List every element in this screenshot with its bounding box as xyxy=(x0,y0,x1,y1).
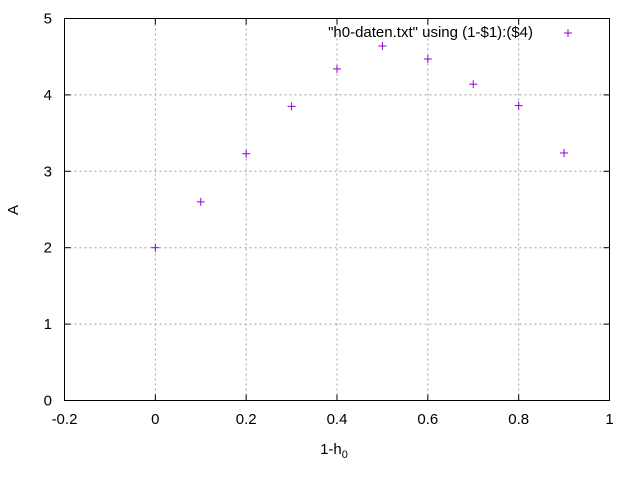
data-points xyxy=(151,42,569,252)
y-tick-label: 3 xyxy=(44,163,52,180)
x-tick-label: 0.6 xyxy=(417,411,438,428)
data-point xyxy=(196,197,205,206)
data-point xyxy=(333,64,341,73)
y-axis-label: A xyxy=(5,205,22,215)
grid xyxy=(64,18,610,401)
x-tick-label: 0.2 xyxy=(236,411,257,428)
y-tick-label: 1 xyxy=(44,316,52,333)
data-point xyxy=(560,148,569,157)
y-tick-label: 5 xyxy=(44,11,52,28)
data-point xyxy=(378,42,387,51)
y-tick-label: 2 xyxy=(44,240,52,257)
x-tick-label: 1 xyxy=(605,411,613,428)
y-tick-label: 0 xyxy=(44,393,52,410)
x-tick-label: -0.2 xyxy=(52,411,78,428)
legend-label: "h0-daten.txt" using (1-$1):($4) xyxy=(328,24,533,41)
x-tick-label: 0.4 xyxy=(327,411,348,428)
legend-marker xyxy=(564,29,572,37)
x-tick-label: 0.8 xyxy=(508,411,529,428)
x-tick-label: 0 xyxy=(151,411,159,428)
y-tick-label: 4 xyxy=(44,87,52,104)
legend: "h0-daten.txt" using (1-$1):($4) xyxy=(328,24,572,41)
y-axis-tick-labels: 0 1 2 3 4 5 xyxy=(44,11,52,410)
data-point xyxy=(469,80,478,89)
data-point xyxy=(423,54,432,63)
x-axis-label-subscript: 0 xyxy=(342,449,348,461)
x-axis-tick-labels: -0.2 0 0.2 0.4 0.6 0.8 1 xyxy=(52,411,614,428)
x-axis-label: 1-h0 xyxy=(320,441,348,461)
data-point xyxy=(151,243,160,252)
data-point xyxy=(287,102,296,111)
data-point xyxy=(242,149,251,158)
data-point xyxy=(514,101,523,110)
plot-frame xyxy=(64,18,610,401)
